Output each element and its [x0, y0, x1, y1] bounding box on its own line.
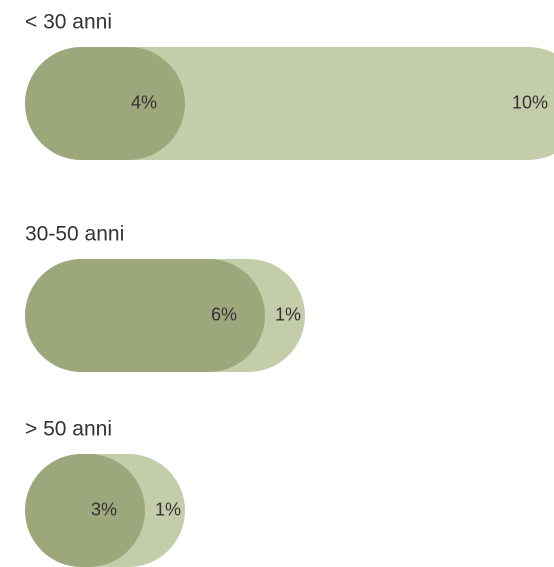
value-label: 4%	[131, 92, 157, 112]
value-label: 1%	[275, 304, 301, 324]
category-label: 30-50 anni	[25, 223, 124, 246]
category-label: > 50 anni	[25, 418, 112, 441]
value-label: 1%	[155, 499, 181, 519]
value-label: 3%	[91, 499, 117, 519]
category-label: < 30 anni	[25, 11, 112, 34]
bar-segment	[25, 259, 265, 372]
value-label: 10%	[512, 92, 548, 112]
value-label: 6%	[211, 304, 237, 324]
bar-segment	[25, 47, 185, 160]
bar-segment	[25, 454, 145, 567]
